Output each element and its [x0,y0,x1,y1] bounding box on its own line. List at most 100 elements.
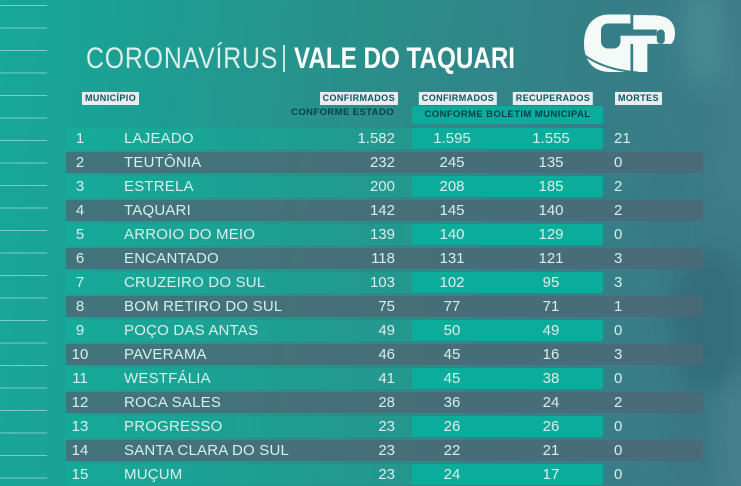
row-recuperados: 71 [542,298,560,315]
row-municipal-highlight [412,464,603,485]
row-confirmados-municipal: 208 [439,178,465,195]
row-recuperados: 17 [542,466,560,483]
row-mortes: 2 [614,202,623,219]
row-municipio: CRUZEIRO DO SUL [124,274,266,291]
row-confirmados-municipal: 36 [443,394,461,411]
column-header-municipio: MUNICÍPIO [82,92,140,105]
row-municipio: WESTFÁLIA [124,370,211,387]
table-row: 9 POÇO DAS ANTAS 49 50 49 0 [0,320,741,341]
row-rank: 8 [75,298,85,315]
row-recuperados: 1.555 [532,130,570,147]
row-municipio: MUÇUM [124,466,183,483]
row-confirmados-estado: 142 [369,202,395,219]
table-row: 15 MUÇUM 23 24 17 0 [0,464,741,485]
row-stripe [66,392,703,413]
row-municipio: BOM RETIRO DO SUL [124,298,283,315]
row-mortes: 21 [614,130,631,147]
row-mortes: 0 [614,370,623,387]
row-municipio: SANTA CLARA DO SUL [124,442,290,459]
row-confirmados-estado: 46 [378,346,395,363]
row-confirmados-estado: 49 [378,322,395,339]
row-mortes: 2 [614,394,623,411]
row-municipio: TEUTÔNIA [124,154,202,171]
row-rank: 2 [75,154,85,171]
row-confirmados-municipal: 24 [443,466,461,483]
row-municipal-highlight [412,416,603,437]
ladder-lines-decoration [0,5,47,485]
row-rank: 6 [75,250,85,267]
row-confirmados-municipal: 45 [443,346,461,363]
row-confirmados-estado: 28 [378,394,395,411]
row-recuperados: 121 [538,250,564,267]
table-row: 13 PROGRESSO 23 26 26 0 [0,416,741,437]
row-confirmados-municipal: 22 [443,442,461,459]
table-row: 12 ROCA SALES 28 36 24 2 [0,392,741,413]
row-rank: 13 [71,418,89,435]
row-confirmados-municipal: 26 [443,418,461,435]
row-municipal-highlight [412,176,603,197]
row-confirmados-estado: 23 [378,466,395,483]
row-confirmados-estado: 139 [369,226,395,243]
row-municipio: ENCANTADO [124,250,219,267]
row-rank: 11 [72,370,88,387]
table-row: 3 ESTRELA 200 208 185 2 [0,176,741,197]
page-title: CORONAVÍRUS VALE DO TAQUARI [0,43,741,75]
row-stripe [66,440,703,461]
column-subheader-conforme-estado: CONFORME ESTADO [291,107,394,118]
row-mortes: 1 [614,298,623,315]
row-stripe [66,248,703,269]
row-confirmados-estado: 23 [378,418,395,435]
table-row: 11 WESTFÁLIA 41 45 38 0 [0,368,741,389]
row-confirmados-estado: 118 [371,250,395,267]
row-mortes: 3 [614,250,623,267]
row-confirmados-municipal: 131 [439,250,465,267]
row-confirmados-estado: 200 [369,178,395,195]
row-rank: 7 [75,274,85,291]
row-confirmados-estado: 23 [378,442,395,459]
table-row: 8 BOM RETIRO DO SUL 75 77 71 1 [0,296,741,317]
row-confirmados-estado: 232 [369,154,395,171]
column-header-confirmados-municipal: CONFIRMADOS [418,92,498,105]
row-confirmados-estado: 75 [378,298,395,315]
row-mortes: 0 [614,442,623,459]
row-mortes: 0 [614,226,623,243]
row-recuperados: 38 [542,370,560,387]
row-mortes: 0 [614,154,623,171]
row-confirmados-municipal: 45 [443,370,461,387]
row-municipal-highlight [412,320,603,341]
row-municipio: ESTRELA [124,178,194,195]
title-coronavirus: CORONAVÍRUS [86,42,279,75]
row-stripe [66,344,703,365]
column-header-recuperados: RECUPERADOS [512,92,594,105]
row-rank: 4 [75,202,85,219]
row-recuperados: 24 [542,394,560,411]
table-row: 7 CRUZEIRO DO SUL 103 102 95 3 [0,272,741,293]
row-recuperados: 135 [538,154,564,171]
row-confirmados-municipal: 1.595 [433,130,471,147]
row-municipal-highlight [412,272,603,293]
row-confirmados-estado: 1.582 [357,130,395,147]
table-row: 2 TEUTÔNIA 232 245 135 0 [0,152,741,173]
title-region: VALE DO TAQUARI [294,42,516,75]
column-subheader-conforme-boletim: CONFORME BOLETIM MUNICIPAL [412,106,603,124]
table-row: 4 TAQUARI 142 145 140 2 [0,200,741,221]
row-recuperados: 21 [542,442,560,459]
row-confirmados-municipal: 245 [439,154,465,171]
row-rank: 10 [71,346,89,363]
row-mortes: 3 [614,346,623,363]
row-recuperados: 129 [538,226,564,243]
row-recuperados: 140 [538,202,564,219]
row-recuperados: 95 [542,274,560,291]
row-municipio: PAVERAMA [124,346,207,363]
row-municipio: TAQUARI [124,202,191,219]
row-municipio: ARROIO DO MEIO [124,226,256,243]
title-separator [283,45,285,72]
row-mortes: 0 [614,322,623,339]
row-rank: 5 [75,226,85,243]
table-row: 1 LAJEADO 1.582 1.595 1.555 21 [0,128,741,149]
column-header-confirmados-estado: CONFIRMADOS [319,92,398,105]
column-header-mortes: MORTES [615,92,662,105]
row-rank: 12 [71,394,89,411]
row-mortes: 0 [614,466,623,483]
